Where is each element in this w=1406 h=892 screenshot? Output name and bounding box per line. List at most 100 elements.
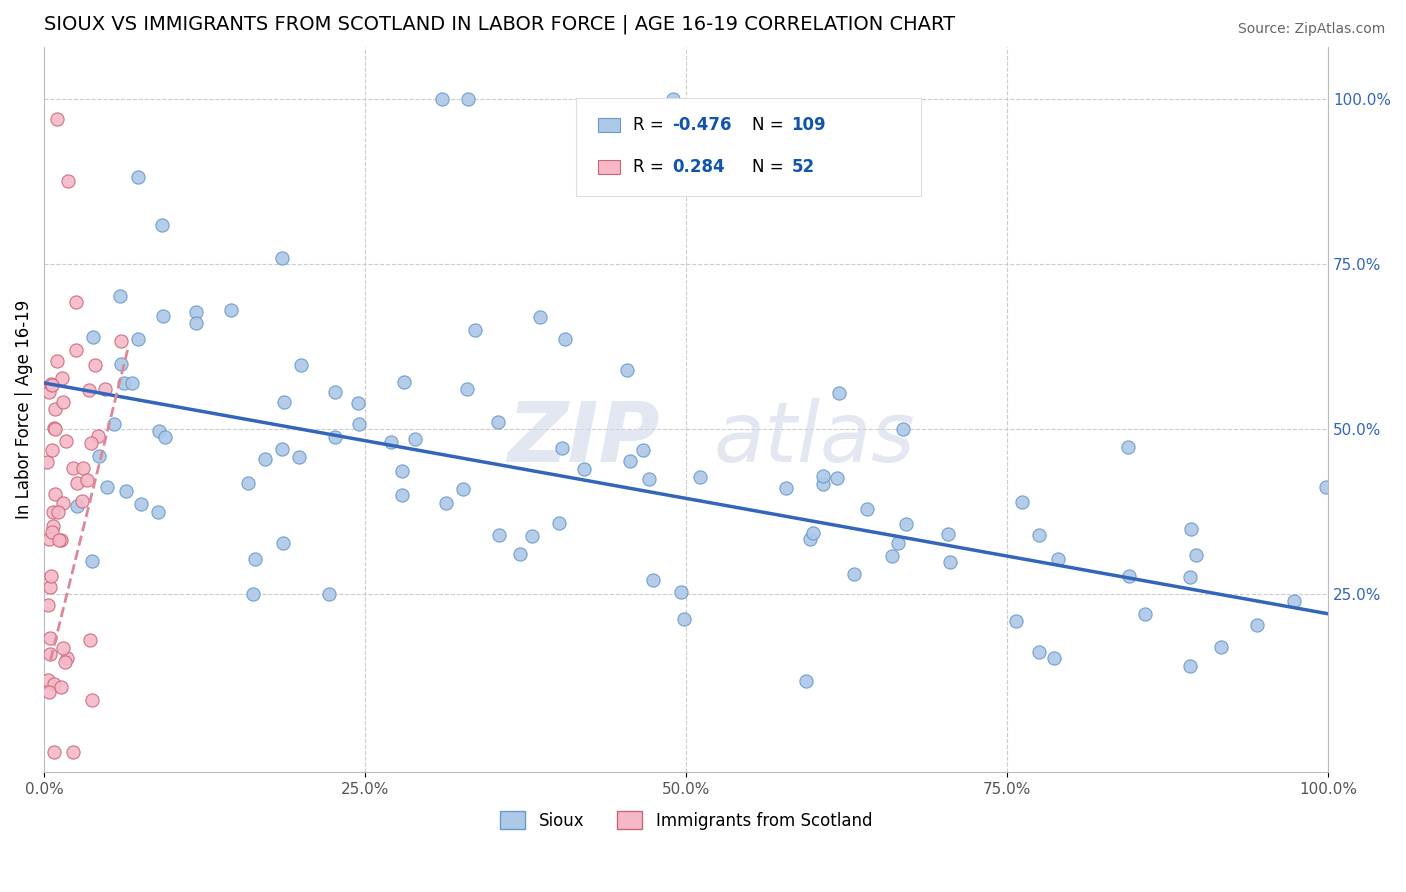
Point [509,547,531,561]
Point [80,436,103,450]
Point [153,430,176,444]
Point [112,376,135,391]
Point [827,386,849,401]
Text: ZIP: ZIP [508,398,659,479]
Point [242,587,264,601]
Point [1116,440,1139,454]
Point [66,476,89,491]
Text: R =: R = [633,116,669,134]
Point [55,434,77,449]
Point [94,382,117,396]
Point [554,332,576,346]
Point [856,502,879,516]
Point [56,651,79,665]
Point [46,353,69,368]
Point [76,473,98,487]
Point [464,323,486,337]
Point [38,532,60,546]
Point [1315,480,1337,494]
Point [46,505,69,519]
Point [39,569,62,583]
Point [347,417,370,431]
Point [42,421,65,435]
Point [1046,552,1069,566]
Point [110,357,132,371]
Point [110,334,132,349]
Point [273,395,295,409]
Point [44,677,66,691]
Point [42,519,65,533]
Point [404,432,426,446]
Point [1184,549,1206,563]
Point [77,384,100,398]
Text: N =: N = [752,116,789,134]
Text: 0.284: 0.284 [672,158,724,176]
Point [127,332,149,346]
Point [108,288,131,302]
Point [65,295,87,310]
Point [186,317,208,331]
Point [323,385,346,400]
Point [42,745,65,759]
Point [121,376,143,391]
Point [270,251,292,265]
Point [52,641,75,656]
Point [82,330,104,344]
Point [689,469,711,483]
Point [547,516,569,530]
Point [1135,607,1157,622]
Point [87,449,110,463]
Point [41,377,63,392]
Point [152,309,174,323]
Point [825,471,848,485]
Point [86,429,108,443]
Point [619,453,641,467]
Point [83,359,105,373]
Point [325,430,347,444]
Text: atlas: atlas [714,398,915,479]
Text: -0.476: -0.476 [672,116,731,134]
Point [347,396,370,410]
Text: N =: N = [752,158,789,176]
Point [146,505,169,519]
Point [318,587,340,601]
Point [813,468,835,483]
Point [236,475,259,490]
Point [662,92,685,106]
Point [150,219,173,233]
Y-axis label: In Labor Force | Age 16-19: In Labor Force | Age 16-19 [15,300,32,519]
Text: 52: 52 [792,158,814,176]
Point [1004,614,1026,628]
Point [66,499,89,513]
Point [891,422,914,436]
Point [811,476,834,491]
Point [616,362,638,376]
Point [37,673,59,687]
Point [41,443,63,458]
Point [1028,645,1050,659]
Point [551,442,574,456]
Point [486,415,509,429]
Point [127,170,149,185]
Point [38,632,60,646]
Point [1118,569,1140,583]
Point [775,481,797,495]
Point [637,472,659,486]
Legend: Sioux, Immigrants from Scotland: Sioux, Immigrants from Scotland [494,805,879,837]
Point [456,382,478,396]
Point [271,536,294,550]
Point [1011,494,1033,508]
Point [392,376,415,390]
Point [529,310,551,325]
Point [70,494,93,508]
Point [1284,594,1306,608]
Point [41,525,63,540]
Point [49,533,72,548]
Point [52,496,75,510]
Point [184,304,207,318]
Point [288,450,311,465]
Point [219,303,242,318]
Point [39,376,62,391]
Point [56,174,79,188]
Point [1178,659,1201,673]
